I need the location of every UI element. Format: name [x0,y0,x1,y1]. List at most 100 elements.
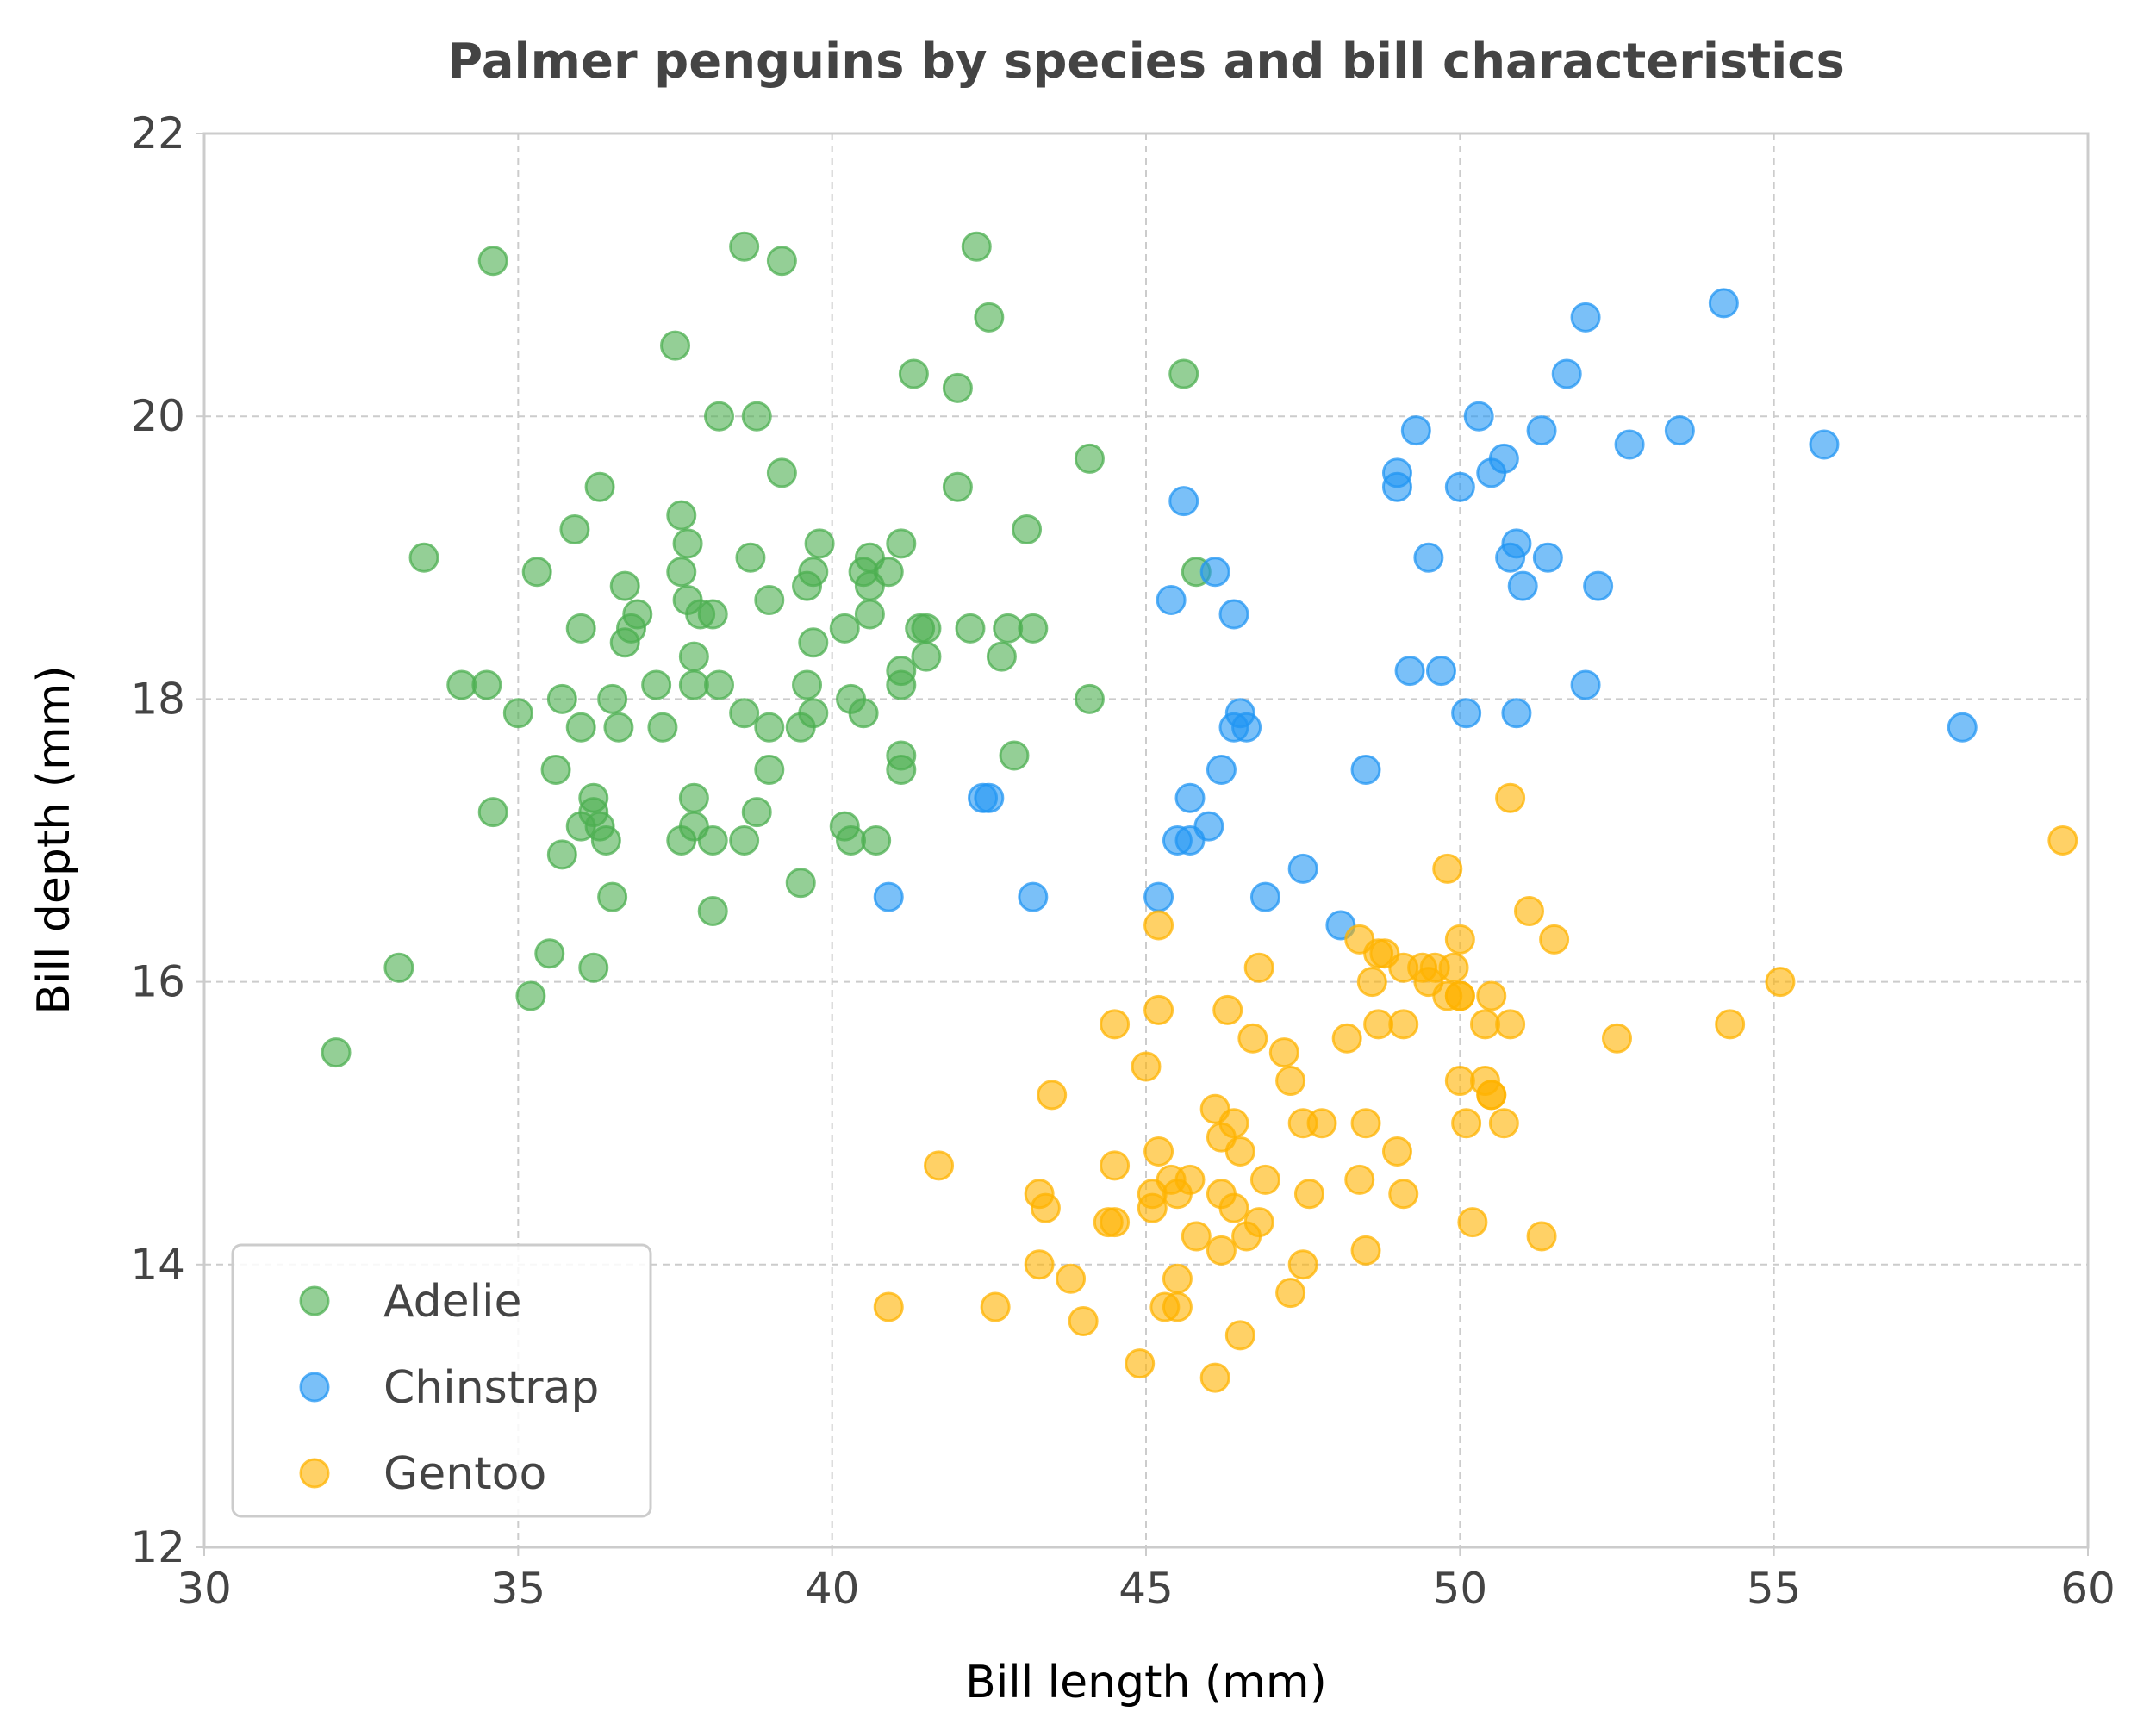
x-tick-label: 45 [1118,1564,1174,1614]
data-point [1212,994,1243,1025]
y-tick-label: 20 [130,391,185,441]
y-axis-ticks: 12 14 16 18 20 22 [130,109,204,1572]
x-axis-label: Bill length (mm) [965,1657,1327,1708]
x-tick-label: 35 [491,1564,546,1614]
data-point [1174,782,1206,813]
data-point [955,613,986,644]
data-point [911,641,942,672]
series-chinstrap [873,288,1978,941]
data-point [678,782,709,813]
data-point [597,881,628,912]
data-point [1388,1179,1419,1210]
data-point [1476,980,1507,1011]
data-point [1181,1221,1212,1252]
data-point [1583,570,1614,601]
data-point [603,712,634,743]
data-point [1532,542,1563,573]
data-point [1100,1207,1131,1238]
x-tick-label: 55 [1747,1564,1802,1614]
data-point [999,740,1030,771]
data-point [754,754,785,785]
data-point [1074,683,1105,714]
data-point [534,938,565,969]
data-point [697,599,728,630]
data-point [1388,1009,1419,1040]
data-point [1162,1263,1193,1294]
data-point [898,358,929,389]
data-point [408,542,439,573]
data-point [766,246,797,277]
data-point [1526,415,1557,446]
chart-title: Palmer penguins by species and bill char… [447,34,1845,90]
series-gentoo [873,782,2078,1393]
data-point [785,868,816,899]
data-point [1306,1108,1337,1139]
data-point [1350,1108,1381,1139]
data-point [1218,1192,1249,1223]
x-tick-label: 30 [177,1564,232,1614]
data-point [1451,698,1482,729]
x-axis-ticks: 30 35 40 45 50 55 60 [177,1547,2115,1614]
data-point [1068,1305,1099,1336]
data-point [1143,994,1174,1025]
data-point [1614,429,1645,460]
x-tick-label: 60 [2060,1564,2115,1614]
data-point [961,231,992,262]
data-point [1495,1009,1526,1040]
data-point [1131,1051,1162,1082]
data-point [1400,415,1431,446]
data-point [1350,1235,1381,1266]
data-point [1381,1136,1412,1167]
data-point [1501,698,1532,729]
data-point [873,1291,904,1322]
data-point [1237,1023,1268,1054]
y-tick-label: 18 [130,674,185,724]
data-point [754,712,785,743]
data-point [1551,358,1582,389]
data-point [1156,585,1187,616]
data-point [383,952,414,983]
data-point [1275,1278,1306,1309]
data-point [1331,1023,1362,1054]
data-point [622,599,653,630]
data-point [1539,924,1570,955]
data-point [1231,712,1262,743]
data-point [502,698,533,729]
data-point [704,401,735,432]
data-point [1143,881,1174,912]
series-adelie [321,231,1212,1068]
data-point [1243,952,1274,983]
data-points [321,231,2078,1393]
data-point [848,698,879,729]
data-point [861,825,892,856]
data-point [1030,1192,1061,1223]
data-point [1206,1235,1237,1266]
data-point [1100,1150,1131,1181]
data-point [1715,1009,1746,1040]
data-point [1224,1136,1255,1167]
data-point [678,669,709,700]
data-point [1287,853,1318,884]
data-point [1249,881,1280,912]
data-point [911,613,942,644]
data-point [1100,1009,1131,1040]
data-point [1432,853,1463,884]
data-point [1143,1136,1174,1167]
data-point [1765,967,1796,998]
legend-item-chinstrap: Chinstrap [299,1362,599,1414]
x-tick-label: 40 [805,1564,860,1614]
legend-box [231,1243,652,1518]
data-point [1350,754,1381,785]
data-point [1444,980,1475,1011]
data-point [666,500,697,531]
data-point [1570,669,1601,700]
legend: Adelie Chinstrap Gentoo [231,1243,652,1518]
data-point [1438,952,1469,983]
data-point [886,656,917,687]
legend-marker [299,1458,330,1489]
data-point [578,952,609,983]
data-point [1168,358,1199,389]
y-tick-label: 22 [130,109,185,159]
data-point [1495,782,1526,813]
data-point [1602,1023,1632,1054]
